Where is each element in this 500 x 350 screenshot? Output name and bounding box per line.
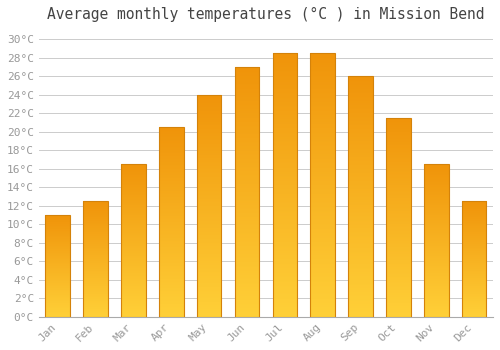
Title: Average monthly temperatures (°C ) in Mission Bend: Average monthly temperatures (°C ) in Mi… <box>47 7 484 22</box>
